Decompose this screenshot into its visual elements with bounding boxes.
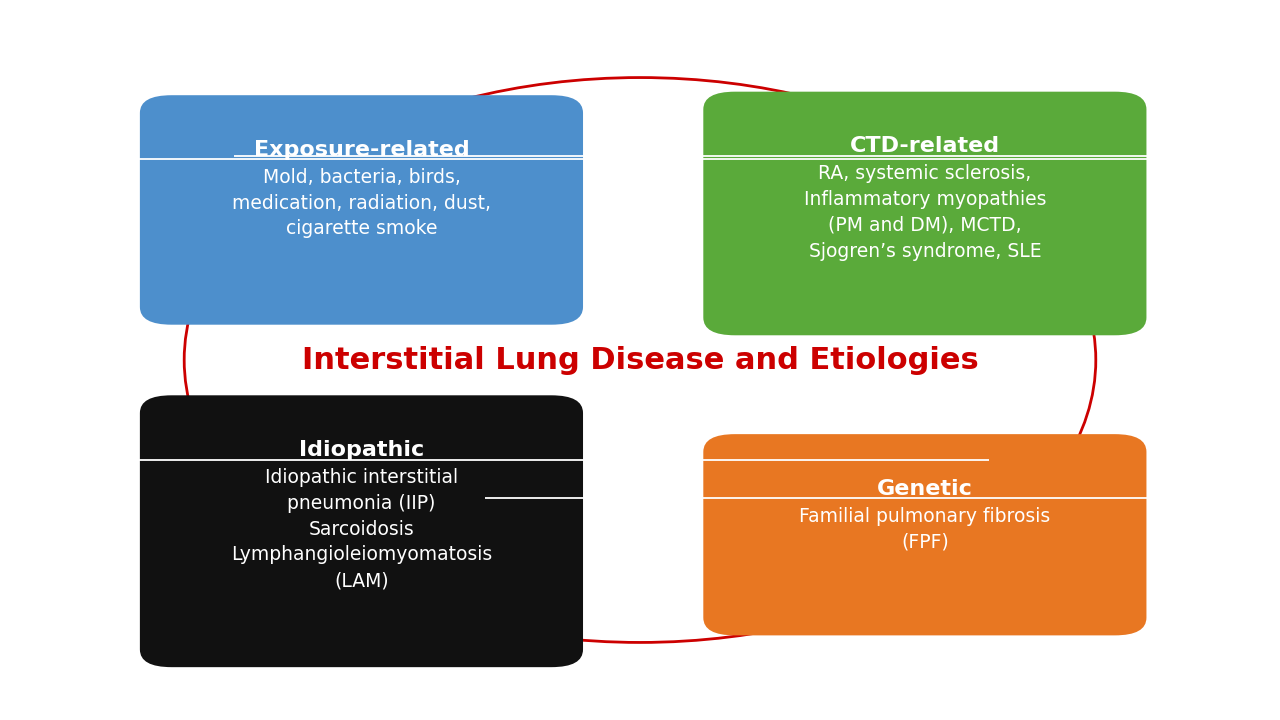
Text: Idiopathic: Idiopathic	[298, 440, 424, 460]
Text: CTD-related: CTD-related	[850, 136, 1000, 156]
Text: Genetic: Genetic	[877, 479, 973, 499]
Text: Mold, bacteria, birds,
medication, radiation, dust,
cigarette smoke: Mold, bacteria, birds, medication, radia…	[232, 168, 492, 238]
FancyBboxPatch shape	[703, 434, 1147, 635]
Text: Familial pulmonary fibrosis
(FPF): Familial pulmonary fibrosis (FPF)	[799, 507, 1051, 552]
Text: Interstitial Lung Disease and Etiologies: Interstitial Lung Disease and Etiologies	[302, 346, 978, 374]
FancyBboxPatch shape	[140, 395, 582, 667]
Text: Exposure-related: Exposure-related	[253, 140, 470, 160]
Text: Idiopathic interstitial
pneumonia (IIP)
Sarcoidosis
Lymphangioleiomyomatosis
(LA: Idiopathic interstitial pneumonia (IIP) …	[230, 468, 492, 590]
FancyBboxPatch shape	[703, 91, 1147, 336]
Text: RA, systemic sclerosis,
Inflammatory myopathies
(PM and DM), MCTD,
Sjogren’s syn: RA, systemic sclerosis, Inflammatory myo…	[804, 164, 1046, 261]
FancyBboxPatch shape	[140, 95, 582, 325]
